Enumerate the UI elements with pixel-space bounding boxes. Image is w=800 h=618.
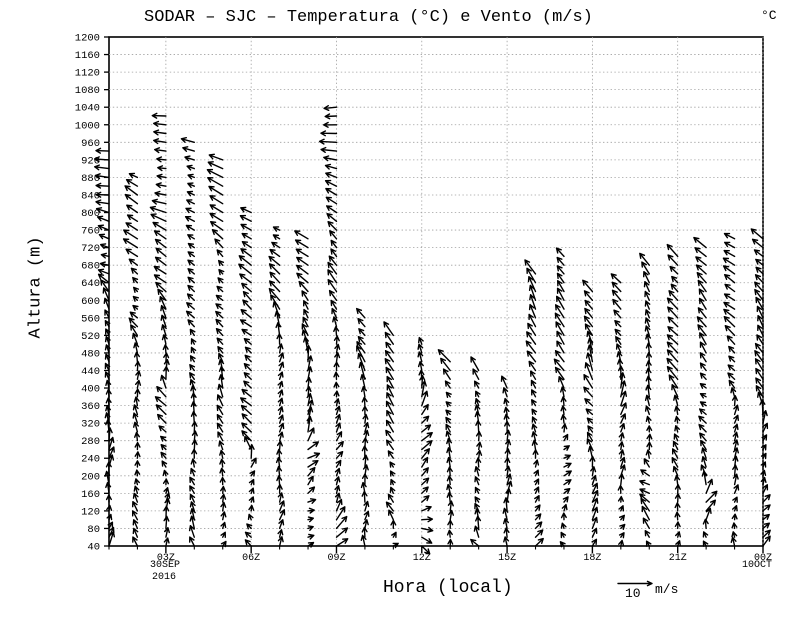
svg-text:12Z: 12Z xyxy=(413,553,431,564)
svg-text:960: 960 xyxy=(81,138,100,150)
svg-text:18Z: 18Z xyxy=(583,553,601,564)
svg-text:560: 560 xyxy=(81,313,100,325)
svg-text:21Z: 21Z xyxy=(669,553,687,564)
svg-text:200: 200 xyxy=(81,471,100,483)
svg-text:760: 760 xyxy=(81,226,100,238)
svg-text:1160: 1160 xyxy=(75,50,100,62)
svg-text:1120: 1120 xyxy=(75,68,100,80)
svg-text:1000: 1000 xyxy=(75,120,100,132)
svg-text:800: 800 xyxy=(81,208,100,220)
svg-text:80: 80 xyxy=(87,524,100,536)
svg-text:40: 40 xyxy=(87,542,100,554)
svg-text:06Z: 06Z xyxy=(242,553,260,564)
svg-text:680: 680 xyxy=(81,261,100,273)
svg-text:640: 640 xyxy=(81,278,100,290)
svg-text:440: 440 xyxy=(81,366,100,378)
svg-text:280: 280 xyxy=(81,436,100,448)
svg-text:09Z: 09Z xyxy=(327,553,345,564)
svg-text:15Z: 15Z xyxy=(498,553,516,564)
svg-text:320: 320 xyxy=(81,419,100,431)
svg-text:720: 720 xyxy=(81,243,100,255)
svg-text:120: 120 xyxy=(81,506,100,518)
svg-text:360: 360 xyxy=(81,401,100,413)
svg-text:920: 920 xyxy=(81,155,100,167)
svg-text:840: 840 xyxy=(81,190,100,202)
svg-text:1200: 1200 xyxy=(75,33,100,45)
svg-text:520: 520 xyxy=(81,331,100,343)
svg-text:880: 880 xyxy=(81,173,100,185)
svg-text:1080: 1080 xyxy=(75,85,100,97)
svg-text:480: 480 xyxy=(81,348,100,360)
svg-text:240: 240 xyxy=(81,454,100,466)
svg-text:600: 600 xyxy=(81,296,100,308)
svg-text:160: 160 xyxy=(81,489,100,501)
svg-text:1040: 1040 xyxy=(75,103,100,115)
svg-text:400: 400 xyxy=(81,384,100,396)
